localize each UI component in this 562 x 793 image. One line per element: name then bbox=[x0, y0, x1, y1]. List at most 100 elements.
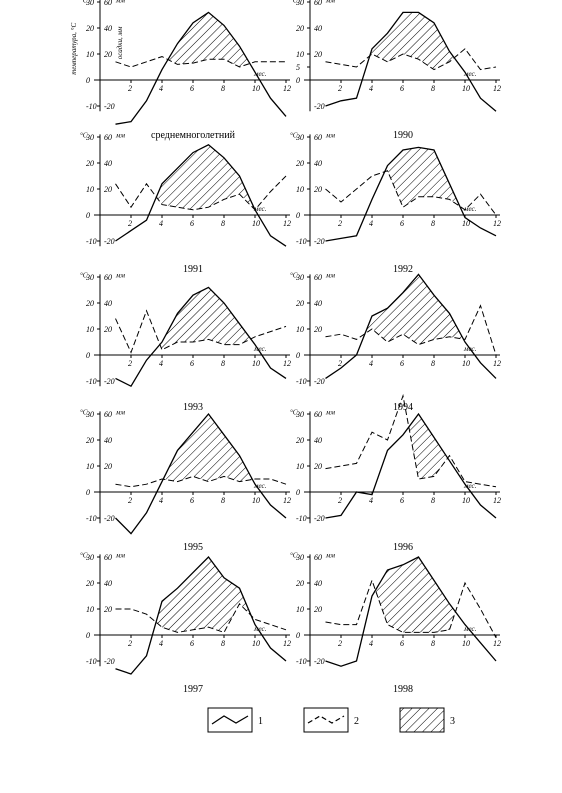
y-tick-label-temp: -10 bbox=[86, 237, 97, 246]
x-tick-label: 10 bbox=[252, 496, 260, 505]
y-tick-label-temp: 20 bbox=[86, 579, 94, 588]
y-tick-label-temp: 10 bbox=[296, 185, 304, 194]
temperature-line bbox=[325, 556, 497, 667]
x-tick-label: 12 bbox=[283, 496, 291, 505]
panel-5: 2 4 6 8 10 12 мес. -10 0 10 20 30 -20 20 40 60 °C мм 1993 bbox=[80, 271, 291, 413]
y-tick-label-precip: 60 bbox=[104, 273, 112, 282]
x-tick-label: 8 bbox=[431, 639, 435, 648]
x-tick-label: 2 bbox=[338, 219, 342, 228]
legend-item-1: 1 bbox=[207, 707, 263, 733]
y-tick-label-temp: 20 bbox=[296, 159, 304, 168]
precipitation-line bbox=[115, 475, 287, 488]
y-tick-label-precip: -20 bbox=[314, 514, 325, 523]
x-tick-label: 10 bbox=[252, 84, 260, 93]
y-tick-label-temp: 10 bbox=[86, 325, 94, 334]
x-tick-label: 6 bbox=[190, 84, 194, 93]
y-tick-label-precip: 40 bbox=[314, 24, 322, 33]
panel-9: 2 4 6 8 10 12 мес. -10 0 10 20 30 -20 20 40 60 °C мм 1997 bbox=[80, 551, 291, 695]
precipitation-line bbox=[115, 175, 287, 211]
x-tick-label: 8 bbox=[221, 219, 225, 228]
y-tick-label-temp: -10 bbox=[296, 514, 307, 523]
x-tick-label: 8 bbox=[431, 219, 435, 228]
x-tick-label: 4 bbox=[369, 639, 373, 648]
precip-unit-label: мм bbox=[325, 271, 335, 279]
y-tick-label-temp: 30 bbox=[85, 0, 94, 7]
y-tick-label-precip: 60 bbox=[314, 0, 322, 7]
x-tick-label: 12 bbox=[493, 84, 501, 93]
y-tick-label-temp: 20 bbox=[86, 299, 94, 308]
x-tick-label: 6 bbox=[400, 219, 404, 228]
x-tick-label: 8 bbox=[221, 639, 225, 648]
precipitation-line bbox=[325, 170, 497, 216]
x-tick-label: 4 bbox=[159, 84, 163, 93]
precipitation-line bbox=[325, 578, 497, 638]
legend-label-3: 3 bbox=[450, 716, 455, 727]
y-tick-label-precip: 20 bbox=[104, 605, 112, 614]
precip-unit-label: мм bbox=[325, 0, 335, 4]
y-tick-label-temp: 10 bbox=[296, 462, 304, 471]
precipitation-line bbox=[325, 48, 497, 71]
x-tick-label: 2 bbox=[338, 496, 342, 505]
arid-period-hatch bbox=[369, 12, 455, 70]
y-tick-label-temp: -10 bbox=[296, 657, 307, 666]
temperature-line bbox=[115, 412, 287, 535]
y-tick-label-temp: 10 bbox=[86, 185, 94, 194]
temperature-line bbox=[115, 144, 287, 247]
y-tick-label-precip: 40 bbox=[104, 299, 112, 308]
arid-period-hatch bbox=[364, 274, 464, 345]
panel-title: 1996 bbox=[393, 542, 413, 553]
month-unit-label: мес. bbox=[463, 625, 477, 633]
y-tick-label-temp: 0 bbox=[86, 488, 90, 497]
panel-title: 1990 bbox=[393, 130, 413, 141]
x-tick-label: 4 bbox=[369, 496, 373, 505]
x-tick-label: 2 bbox=[128, 496, 132, 505]
month-unit-label: мес. bbox=[253, 482, 267, 490]
temperature-line bbox=[325, 412, 497, 519]
precipitation-line bbox=[115, 309, 287, 354]
y-tick-label-precip: -20 bbox=[314, 237, 325, 246]
y-tick-label-temp: 0 bbox=[296, 351, 300, 360]
x-tick-label: 8 bbox=[221, 84, 225, 93]
arid-period-hatch bbox=[375, 557, 456, 633]
x-tick-label: 6 bbox=[400, 84, 404, 93]
x-tick-label: 12 bbox=[283, 84, 291, 93]
y-tick-label-precip: 20 bbox=[104, 185, 112, 194]
x-tick-label: 12 bbox=[283, 359, 291, 368]
y-tick-label-temp: 20 bbox=[296, 24, 304, 33]
y-tick-label-precip: 20 bbox=[104, 462, 112, 471]
y-tick-label-precip: 40 bbox=[104, 159, 112, 168]
x-tick-label: 4 bbox=[369, 219, 373, 228]
temp-unit-label: °C bbox=[80, 271, 88, 279]
temp-caption: температура, °С bbox=[70, 23, 78, 75]
month-unit-label: мес. bbox=[253, 70, 267, 78]
y-tick-label-temp: 0 bbox=[86, 211, 90, 220]
y-tick-label-precip: 40 bbox=[104, 579, 112, 588]
x-tick-label: 6 bbox=[400, 496, 404, 505]
month-unit-label: мес. bbox=[253, 345, 267, 353]
temperature-line bbox=[115, 11, 287, 125]
arid-period-hatch bbox=[156, 144, 255, 210]
panel-7: 2 4 6 8 10 12 мес. -10 0 10 20 30 -20 20 40 60 °C мм 1995 bbox=[80, 408, 291, 553]
y-tick-label-precip: -20 bbox=[104, 657, 115, 666]
y-tick-label-temp: -10 bbox=[86, 102, 97, 111]
y-tick-label-temp: 0 bbox=[86, 631, 90, 640]
panel-title: 1992 bbox=[393, 264, 413, 275]
x-tick-label: 8 bbox=[221, 359, 225, 368]
x-tick-label: 8 bbox=[431, 84, 435, 93]
precipitation-line bbox=[325, 304, 497, 356]
y-tick-label-temp: 0 bbox=[296, 631, 300, 640]
x-tick-label: 10 bbox=[462, 359, 470, 368]
month-unit-label: мес. bbox=[463, 205, 477, 213]
temp-unit-label: °C bbox=[290, 408, 298, 416]
arid-period-hatch bbox=[163, 414, 253, 482]
arid-period-hatch bbox=[159, 287, 251, 350]
y-tick-label-precip: -20 bbox=[104, 377, 115, 386]
y-tick-label-temp: 20 bbox=[86, 24, 94, 33]
temp-unit-label: °C bbox=[80, 551, 88, 559]
y-tick-label-precip: 40 bbox=[314, 579, 322, 588]
y-tick-label-temp: 10 bbox=[86, 50, 94, 59]
panel-title: 1994 bbox=[393, 402, 413, 413]
